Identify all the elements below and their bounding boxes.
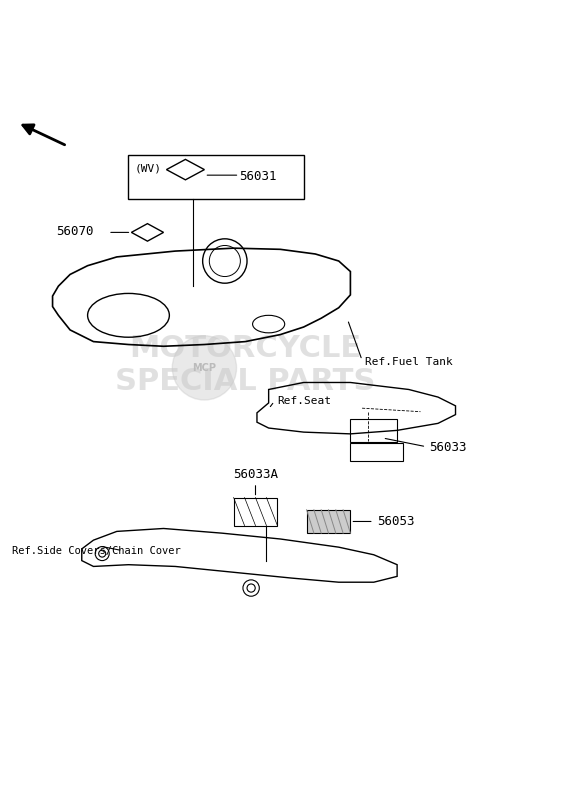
Text: MOTORCYCLE
SPECIAL PARTS: MOTORCYCLE SPECIAL PARTS [115, 334, 376, 396]
Text: 56033A: 56033A [233, 468, 278, 481]
Text: 56031: 56031 [239, 170, 277, 183]
Text: 56070: 56070 [56, 225, 93, 238]
Bar [350, 442, 403, 462]
Text: 56053: 56053 [377, 515, 414, 528]
Text: Ref.Seat: Ref.Seat [277, 396, 331, 406]
Bar [128, 154, 304, 198]
Bar [307, 510, 350, 533]
Text: (WV): (WV) [134, 163, 161, 174]
Circle shape [172, 336, 237, 400]
Text: Ref.Fuel Tank: Ref.Fuel Tank [365, 357, 453, 367]
Text: Ref.Side Covers/Chain Cover: Ref.Side Covers/Chain Cover [12, 546, 180, 556]
Text: 56033: 56033 [429, 442, 467, 454]
Text: MCP: MCP [192, 363, 217, 373]
Bar [350, 418, 397, 442]
Bar [234, 498, 277, 526]
